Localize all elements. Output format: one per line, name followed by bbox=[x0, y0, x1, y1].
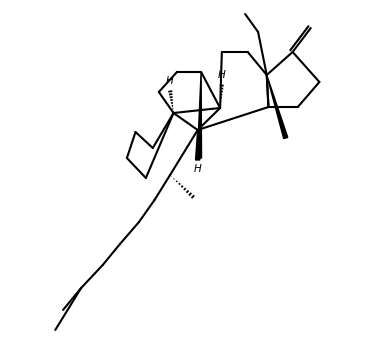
Text: H: H bbox=[218, 70, 226, 80]
Polygon shape bbox=[267, 75, 288, 139]
Polygon shape bbox=[197, 72, 202, 158]
Text: H: H bbox=[194, 164, 202, 174]
Text: H: H bbox=[166, 76, 174, 86]
Polygon shape bbox=[195, 130, 200, 160]
